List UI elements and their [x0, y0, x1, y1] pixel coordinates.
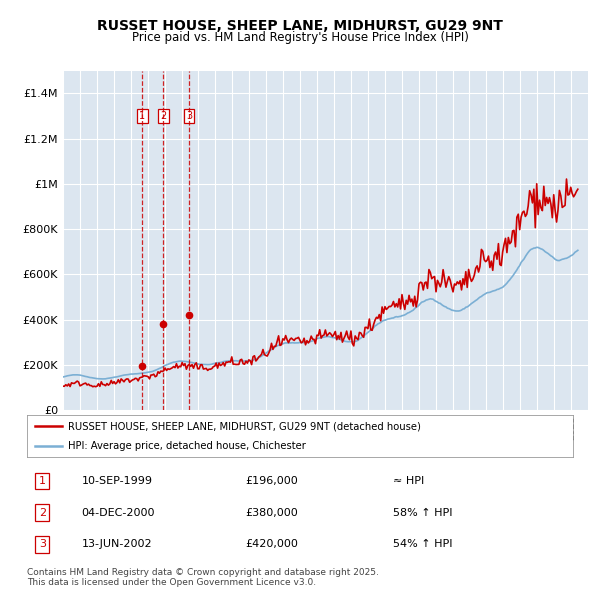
Text: Price paid vs. HM Land Registry's House Price Index (HPI): Price paid vs. HM Land Registry's House …	[131, 31, 469, 44]
Text: HPI: Average price, detached house, Chichester: HPI: Average price, detached house, Chic…	[68, 441, 306, 451]
Text: RUSSET HOUSE, SHEEP LANE, MIDHURST, GU29 9NT: RUSSET HOUSE, SHEEP LANE, MIDHURST, GU29…	[97, 19, 503, 33]
Text: £380,000: £380,000	[245, 507, 298, 517]
Text: Contains HM Land Registry data © Crown copyright and database right 2025.
This d: Contains HM Land Registry data © Crown c…	[27, 568, 379, 587]
Text: 58% ↑ HPI: 58% ↑ HPI	[393, 507, 452, 517]
Text: 54% ↑ HPI: 54% ↑ HPI	[393, 539, 452, 549]
Text: 04-DEC-2000: 04-DEC-2000	[82, 507, 155, 517]
Text: £196,000: £196,000	[245, 476, 298, 486]
Text: ≈ HPI: ≈ HPI	[393, 476, 424, 486]
Text: 3: 3	[186, 111, 192, 121]
Text: 1: 1	[139, 111, 145, 121]
Text: 3: 3	[39, 539, 46, 549]
Text: 13-JUN-2002: 13-JUN-2002	[82, 539, 152, 549]
Text: 2: 2	[39, 507, 46, 517]
Text: 10-SEP-1999: 10-SEP-1999	[82, 476, 152, 486]
Text: 1: 1	[39, 476, 46, 486]
Text: RUSSET HOUSE, SHEEP LANE, MIDHURST, GU29 9NT (detached house): RUSSET HOUSE, SHEEP LANE, MIDHURST, GU29…	[68, 421, 421, 431]
Text: £420,000: £420,000	[245, 539, 298, 549]
Text: 2: 2	[160, 111, 166, 121]
